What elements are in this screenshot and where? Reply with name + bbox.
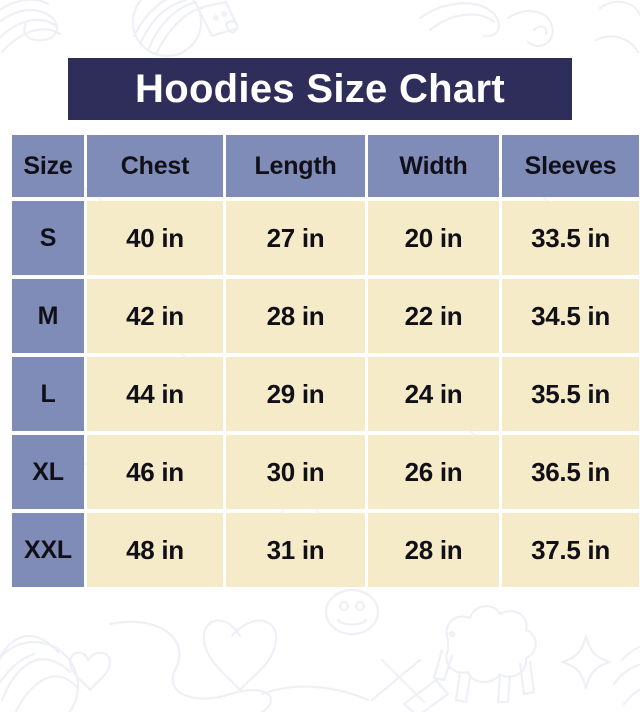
cell-size-l: L [12, 357, 84, 431]
cell-sleeves-l: 35.5 in [502, 357, 639, 431]
column-header-sleeves: Sleeves [502, 135, 639, 197]
table-row: XL 46 in 30 in 26 in 36.5 in [12, 435, 639, 509]
column-header-size: Size [12, 135, 84, 197]
table-row: XXL 48 in 31 in 28 in 37.5 in [12, 513, 639, 587]
cell-size-m: M [12, 279, 84, 353]
cell-chest-l: 44 in [87, 357, 223, 431]
cell-width-m: 22 in [368, 279, 499, 353]
table-row: L 44 in 29 in 24 in 35.5 in [12, 357, 639, 431]
cell-chest-xl: 46 in [87, 435, 223, 509]
cell-length-s: 27 in [226, 201, 365, 275]
cell-size-xxl: XXL [12, 513, 84, 587]
title-banner: Hoodies Size Chart [68, 58, 572, 120]
cell-size-xl: XL [12, 435, 84, 509]
column-header-chest: Chest [87, 135, 223, 197]
cell-chest-m: 42 in [87, 279, 223, 353]
cell-sleeves-m: 34.5 in [502, 279, 639, 353]
cell-sleeves-s: 33.5 in [502, 201, 639, 275]
cell-size-s: S [12, 201, 84, 275]
cell-sleeves-xl: 36.5 in [502, 435, 639, 509]
cell-width-l: 24 in [368, 357, 499, 431]
cell-length-xxl: 31 in [226, 513, 365, 587]
page-title: Hoodies Size Chart [135, 67, 505, 111]
table-row: M 42 in 28 in 22 in 34.5 in [12, 279, 639, 353]
cell-chest-xxl: 48 in [87, 513, 223, 587]
column-header-width: Width [368, 135, 499, 197]
size-chart-table: Size Chest Length Width Sleeves S 40 in … [9, 131, 640, 591]
cell-width-xl: 26 in [368, 435, 499, 509]
cell-sleeves-xxl: 37.5 in [502, 513, 639, 587]
cell-length-m: 28 in [226, 279, 365, 353]
cell-chest-s: 40 in [87, 201, 223, 275]
column-header-length: Length [226, 135, 365, 197]
cell-width-xxl: 28 in [368, 513, 499, 587]
table-header-row: Size Chest Length Width Sleeves [12, 135, 639, 197]
cell-width-s: 20 in [368, 201, 499, 275]
table-row: S 40 in 27 in 20 in 33.5 in [12, 201, 639, 275]
cell-length-xl: 30 in [226, 435, 365, 509]
cell-length-l: 29 in [226, 357, 365, 431]
